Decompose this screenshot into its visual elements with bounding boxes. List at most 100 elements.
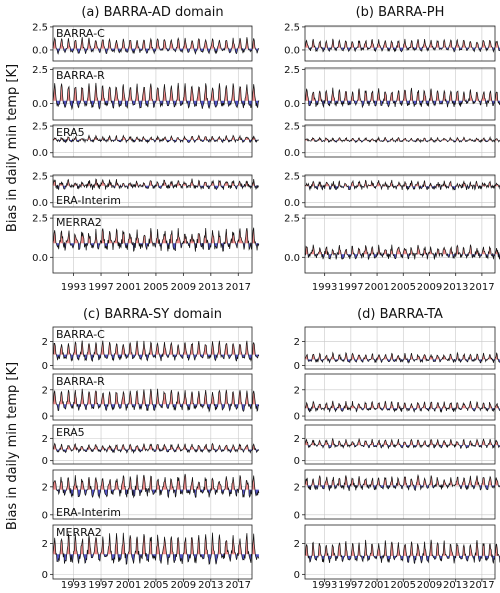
- subplot-4: 0 2 MERRA2: [42, 524, 260, 581]
- y-tick-label: 2: [42, 337, 48, 348]
- x-tick-label: 1997: [88, 282, 113, 293]
- subplot-4: 0.0 2.5 MERRA2: [32, 214, 260, 274]
- series-line: [52, 82, 260, 111]
- y-tick-label: 0: [294, 361, 300, 372]
- subplot-1: 02: [294, 373, 500, 423]
- y-tick-label: 0.0: [32, 45, 48, 56]
- y-tick-label: 0: [294, 456, 300, 467]
- x-tick-label: 2017: [469, 282, 494, 293]
- series-line: [304, 136, 500, 144]
- subplot-frame: [304, 67, 496, 121]
- subplot-0: 0.0 2.5: [284, 22, 500, 62]
- positive-fill: [305, 244, 500, 255]
- subplot-frame: [304, 124, 496, 158]
- y-tick-label: 0.0: [284, 148, 300, 159]
- series-line: [304, 38, 500, 53]
- y-tick-label: 0.0: [32, 198, 48, 209]
- x-tick-label: 2017: [226, 580, 251, 591]
- series-line: [52, 134, 260, 144]
- x-tick-label: 1993: [312, 282, 337, 293]
- y-tick-label: 2.5: [32, 172, 48, 183]
- subplot-label: BARRA-R: [56, 375, 105, 388]
- positive-fill: [305, 87, 500, 101]
- y-tick-label: 2.5: [284, 65, 300, 76]
- x-tick-label: 2001: [364, 282, 389, 293]
- y-tick-label: 0.0: [32, 148, 48, 159]
- subplot-frame: [52, 25, 253, 62]
- subplot-3: 0.0 2.5 ERA-Interim: [32, 172, 260, 209]
- subplot-frame: [52, 373, 253, 421]
- y-tick-label: 2.5: [284, 172, 300, 183]
- series-line: [52, 227, 260, 252]
- x-tick-label: 2001: [116, 580, 141, 591]
- y-tick-label: 2: [42, 539, 48, 550]
- y-tick-label: 2: [294, 434, 300, 445]
- subplot-1: 0 2 BARRA-R: [42, 373, 260, 423]
- series-line: [304, 179, 500, 191]
- y-tick-label: 2.5: [32, 122, 48, 133]
- subplot-frame: [52, 124, 253, 158]
- subplot-label: MERRA2: [56, 216, 102, 229]
- subplot-frame: [52, 67, 253, 121]
- subplot-label: ERA5: [56, 426, 85, 439]
- subplot-frame: [52, 524, 253, 580]
- series-line: [304, 437, 500, 450]
- panel-title: (d) BARRA-TA: [357, 307, 443, 322]
- y-tick-label: 2.5: [284, 122, 300, 133]
- series-line: [304, 351, 500, 364]
- y-axis-label-bottom: Bias in daily min temp [K]: [5, 362, 20, 530]
- x-tick-label: 2005: [143, 580, 168, 591]
- subplot-3: 02: [294, 469, 500, 521]
- x-tick-label: 1997: [88, 580, 113, 591]
- subplot-frame: [52, 174, 253, 208]
- subplot-frame: [304, 469, 496, 520]
- subplot-label: BARRA-R: [56, 69, 105, 82]
- y-tick-label: 2.5: [284, 214, 300, 225]
- y-tick-label: 2: [294, 482, 300, 493]
- x-tick-label: 2013: [198, 282, 223, 293]
- subplot-4: 0.0 2.5: [284, 214, 500, 274]
- subplot-frame: [304, 174, 496, 208]
- x-tick-label: 2013: [443, 282, 468, 293]
- y-tick-label: 0.0: [284, 99, 300, 110]
- y-tick-label: 2: [294, 337, 300, 348]
- series-line: [304, 400, 500, 413]
- series-line: [52, 473, 260, 499]
- subplot-frame: [304, 25, 496, 62]
- subplot-1: 0.0 2.5: [284, 65, 500, 121]
- subplot-2: 0 2 ERA5: [42, 424, 260, 467]
- y-tick-label: 2.5: [32, 65, 48, 76]
- panel-title: (c) BARRA-SY domain: [83, 307, 222, 322]
- subplot-2: 0.0 2.5 ERA5: [32, 122, 260, 159]
- y-tick-label: 2: [42, 385, 48, 396]
- subplot-frame: [52, 424, 253, 465]
- panel-0: (a) BARRA-AD domain 0.0 2.5 BARRA-C 0.0 2.5 BA…: [32, 5, 260, 293]
- subplot-label: MERRA2: [56, 526, 102, 539]
- x-tick-label: 2013: [443, 580, 468, 591]
- subplot-0: 0 2 BARRA-C: [42, 326, 260, 372]
- panel-title: (b) BARRA-PH: [356, 5, 445, 20]
- series-line: [304, 87, 500, 109]
- y-tick-label: 0: [294, 412, 300, 423]
- subplot-frame: [304, 326, 496, 370]
- y-axis-label-top: Bias in daily min temp [K]: [5, 64, 20, 232]
- series-line: [52, 532, 260, 566]
- series-line: [304, 244, 500, 261]
- x-tick-label: 2009: [171, 282, 196, 293]
- subplot-label: ERA-Interim: [56, 506, 121, 519]
- x-tick-label: 2001: [116, 282, 141, 293]
- subplot-frame: [304, 424, 496, 465]
- x-tick-label: 2009: [171, 580, 196, 591]
- subplot-3: 0 2 ERA-Interim: [42, 469, 260, 521]
- y-tick-label: 0.0: [32, 99, 48, 110]
- subplot-2: 0.0 2.5: [284, 122, 500, 159]
- x-tick-label: 2005: [143, 282, 168, 293]
- subplot-label: ERA-Interim: [56, 194, 121, 207]
- subplot-4: 02: [294, 524, 500, 581]
- subplot-0: 02: [294, 326, 500, 372]
- subplot-frame: [304, 524, 496, 580]
- subplot-label: BARRA-C: [56, 328, 105, 341]
- y-tick-label: 0: [42, 456, 48, 467]
